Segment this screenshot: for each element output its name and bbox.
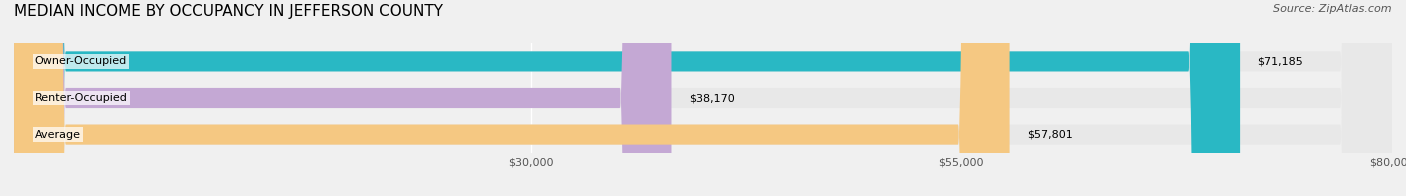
Text: MEDIAN INCOME BY OCCUPANCY IN JEFFERSON COUNTY: MEDIAN INCOME BY OCCUPANCY IN JEFFERSON … (14, 4, 443, 19)
FancyBboxPatch shape (14, 0, 1240, 196)
Text: Source: ZipAtlas.com: Source: ZipAtlas.com (1274, 4, 1392, 14)
FancyBboxPatch shape (14, 0, 672, 196)
Text: Average: Average (35, 130, 80, 140)
Text: $71,185: $71,185 (1257, 56, 1303, 66)
Text: Owner-Occupied: Owner-Occupied (35, 56, 127, 66)
Text: $57,801: $57,801 (1026, 130, 1073, 140)
FancyBboxPatch shape (14, 0, 1010, 196)
FancyBboxPatch shape (14, 0, 1392, 196)
Text: Renter-Occupied: Renter-Occupied (35, 93, 128, 103)
Text: $38,170: $38,170 (689, 93, 734, 103)
FancyBboxPatch shape (14, 0, 1392, 196)
FancyBboxPatch shape (14, 0, 1392, 196)
